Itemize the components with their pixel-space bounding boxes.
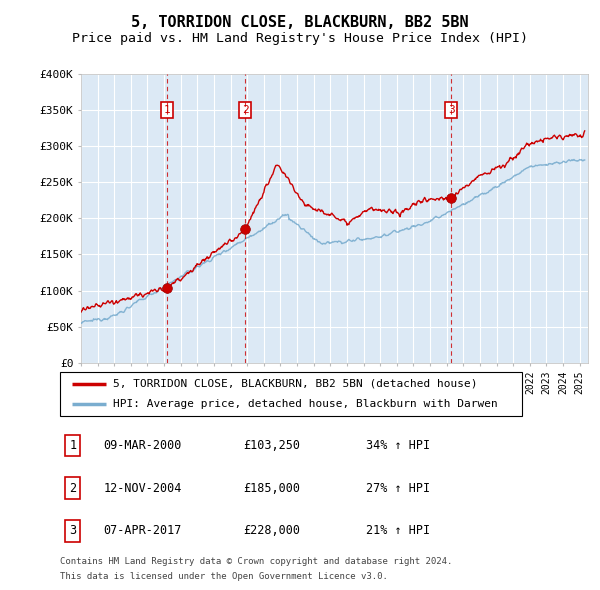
Text: £228,000: £228,000 — [244, 525, 301, 537]
Text: 3: 3 — [448, 105, 455, 115]
Text: 21% ↑ HPI: 21% ↑ HPI — [366, 525, 430, 537]
FancyBboxPatch shape — [60, 372, 522, 416]
Text: 5, TORRIDON CLOSE, BLACKBURN, BB2 5BN: 5, TORRIDON CLOSE, BLACKBURN, BB2 5BN — [131, 15, 469, 30]
Text: 5, TORRIDON CLOSE, BLACKBURN, BB2 5BN (detached house): 5, TORRIDON CLOSE, BLACKBURN, BB2 5BN (d… — [113, 379, 478, 389]
Text: 1: 1 — [69, 439, 76, 452]
Text: 09-MAR-2000: 09-MAR-2000 — [103, 439, 182, 452]
Text: Price paid vs. HM Land Registry's House Price Index (HPI): Price paid vs. HM Land Registry's House … — [72, 32, 528, 45]
Text: 12-NOV-2004: 12-NOV-2004 — [103, 481, 182, 494]
Text: Contains HM Land Registry data © Crown copyright and database right 2024.: Contains HM Land Registry data © Crown c… — [60, 558, 452, 566]
Text: HPI: Average price, detached house, Blackburn with Darwen: HPI: Average price, detached house, Blac… — [113, 399, 498, 409]
Text: 3: 3 — [69, 525, 76, 537]
Text: 2: 2 — [242, 105, 248, 115]
Text: This data is licensed under the Open Government Licence v3.0.: This data is licensed under the Open Gov… — [60, 572, 388, 581]
Text: 1: 1 — [164, 105, 170, 115]
Text: £103,250: £103,250 — [244, 439, 301, 452]
Text: 27% ↑ HPI: 27% ↑ HPI — [366, 481, 430, 494]
Text: 34% ↑ HPI: 34% ↑ HPI — [366, 439, 430, 452]
Text: 07-APR-2017: 07-APR-2017 — [103, 525, 182, 537]
Text: £185,000: £185,000 — [244, 481, 301, 494]
Text: 2: 2 — [69, 481, 76, 494]
